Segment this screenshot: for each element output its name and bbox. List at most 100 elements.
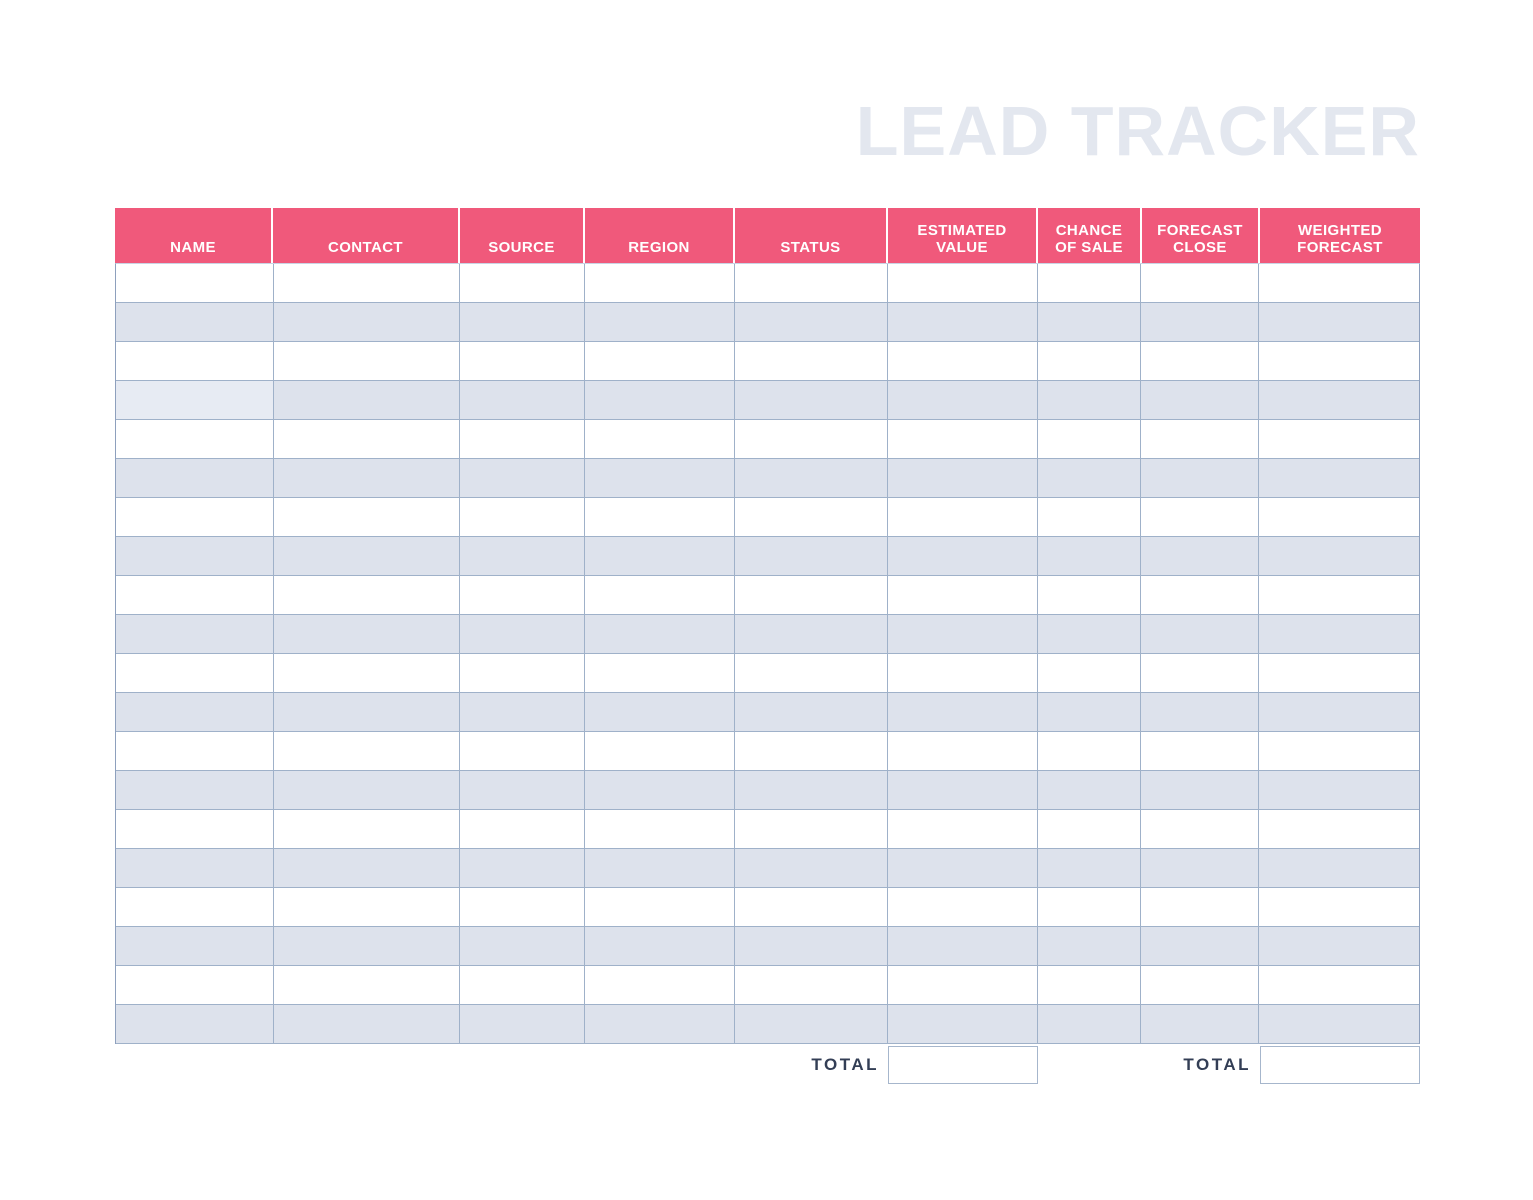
body-cell-r18c1[interactable]	[116, 927, 274, 966]
body-cell-r9c6[interactable]	[887, 576, 1038, 615]
body-cell-r1c5[interactable]	[735, 264, 888, 303]
weighted-forecast-total-box[interactable]	[1260, 1046, 1420, 1084]
body-cell-r9c1[interactable]	[116, 576, 274, 615]
body-cell-r19c9[interactable]	[1259, 966, 1419, 1005]
body-cell-r3c9[interactable]	[1259, 342, 1419, 381]
body-cell-r11c1[interactable]	[116, 654, 274, 693]
body-cell-r19c4[interactable]	[585, 966, 736, 1005]
body-cell-r9c3[interactable]	[460, 576, 586, 615]
body-cell-r13c4[interactable]	[585, 732, 736, 771]
body-cell-r13c5[interactable]	[735, 732, 888, 771]
body-cell-r6c2[interactable]	[273, 459, 461, 498]
body-cell-r6c8[interactable]	[1141, 459, 1260, 498]
body-cell-r17c2[interactable]	[273, 888, 461, 927]
body-cell-r14c3[interactable]	[460, 771, 586, 810]
body-cell-r11c4[interactable]	[585, 654, 736, 693]
body-cell-r4c6[interactable]	[887, 381, 1038, 420]
body-cell-r7c2[interactable]	[273, 498, 461, 537]
body-cell-r14c4[interactable]	[585, 771, 736, 810]
body-cell-r18c5[interactable]	[735, 927, 888, 966]
body-cell-r20c7[interactable]	[1037, 1005, 1142, 1044]
body-cell-r6c6[interactable]	[887, 459, 1038, 498]
body-cell-r16c2[interactable]	[273, 849, 461, 888]
body-cell-r20c6[interactable]	[887, 1005, 1038, 1044]
body-cell-r19c6[interactable]	[887, 966, 1038, 1005]
body-cell-r1c7[interactable]	[1037, 264, 1142, 303]
body-cell-r14c6[interactable]	[887, 771, 1038, 810]
body-cell-r17c4[interactable]	[585, 888, 736, 927]
body-cell-r6c3[interactable]	[460, 459, 586, 498]
body-cell-r10c3[interactable]	[460, 615, 586, 654]
body-cell-r8c7[interactable]	[1037, 537, 1142, 576]
body-cell-r11c3[interactable]	[460, 654, 586, 693]
body-cell-r4c4[interactable]	[585, 381, 736, 420]
body-cell-r11c7[interactable]	[1037, 654, 1142, 693]
body-cell-r13c6[interactable]	[887, 732, 1038, 771]
body-cell-r12c2[interactable]	[273, 693, 461, 732]
body-cell-r5c9[interactable]	[1259, 420, 1419, 459]
body-cell-r5c3[interactable]	[460, 420, 586, 459]
body-cell-r2c1[interactable]	[116, 303, 274, 342]
body-cell-r9c5[interactable]	[735, 576, 888, 615]
body-cell-r3c2[interactable]	[273, 342, 461, 381]
body-cell-r16c4[interactable]	[585, 849, 736, 888]
body-cell-r8c9[interactable]	[1259, 537, 1419, 576]
body-cell-r4c3[interactable]	[460, 381, 586, 420]
body-cell-r9c4[interactable]	[585, 576, 736, 615]
body-cell-r3c4[interactable]	[585, 342, 736, 381]
body-cell-r5c1[interactable]	[116, 420, 274, 459]
body-cell-r7c4[interactable]	[585, 498, 736, 537]
body-cell-r11c8[interactable]	[1141, 654, 1260, 693]
body-cell-r5c2[interactable]	[273, 420, 461, 459]
body-cell-r4c7[interactable]	[1037, 381, 1142, 420]
body-cell-r20c1[interactable]	[116, 1005, 274, 1044]
body-cell-r19c2[interactable]	[273, 966, 461, 1005]
body-cell-r5c5[interactable]	[735, 420, 888, 459]
body-cell-r18c8[interactable]	[1141, 927, 1260, 966]
body-cell-r2c8[interactable]	[1141, 303, 1260, 342]
body-cell-r20c8[interactable]	[1141, 1005, 1260, 1044]
body-cell-r13c3[interactable]	[460, 732, 586, 771]
body-cell-r2c9[interactable]	[1259, 303, 1419, 342]
body-cell-r14c5[interactable]	[735, 771, 888, 810]
body-cell-r1c1[interactable]	[116, 264, 274, 303]
body-cell-r7c7[interactable]	[1037, 498, 1142, 537]
body-cell-r1c2[interactable]	[273, 264, 461, 303]
body-cell-r11c6[interactable]	[887, 654, 1038, 693]
body-cell-r8c4[interactable]	[585, 537, 736, 576]
body-cell-r20c2[interactable]	[273, 1005, 461, 1044]
body-cell-r13c8[interactable]	[1141, 732, 1260, 771]
body-cell-r3c7[interactable]	[1037, 342, 1142, 381]
body-cell-r15c3[interactable]	[460, 810, 586, 849]
body-cell-r5c4[interactable]	[585, 420, 736, 459]
body-cell-r14c1[interactable]	[116, 771, 274, 810]
body-cell-r12c7[interactable]	[1037, 693, 1142, 732]
body-cell-r16c9[interactable]	[1259, 849, 1419, 888]
body-cell-r11c9[interactable]	[1259, 654, 1419, 693]
body-cell-r15c7[interactable]	[1037, 810, 1142, 849]
body-cell-r8c1[interactable]	[116, 537, 274, 576]
body-cell-r7c6[interactable]	[887, 498, 1038, 537]
body-cell-r1c8[interactable]	[1141, 264, 1260, 303]
body-cell-r4c1[interactable]	[116, 381, 274, 420]
body-cell-r7c8[interactable]	[1141, 498, 1260, 537]
body-cell-r15c9[interactable]	[1259, 810, 1419, 849]
body-cell-r17c8[interactable]	[1141, 888, 1260, 927]
body-cell-r1c4[interactable]	[585, 264, 736, 303]
body-cell-r8c8[interactable]	[1141, 537, 1260, 576]
body-cell-r2c7[interactable]	[1037, 303, 1142, 342]
body-cell-r18c6[interactable]	[887, 927, 1038, 966]
body-cell-r1c9[interactable]	[1259, 264, 1419, 303]
body-cell-r17c5[interactable]	[735, 888, 888, 927]
body-cell-r13c9[interactable]	[1259, 732, 1419, 771]
body-cell-r10c8[interactable]	[1141, 615, 1260, 654]
body-cell-r18c3[interactable]	[460, 927, 586, 966]
body-cell-r1c3[interactable]	[460, 264, 586, 303]
body-cell-r15c1[interactable]	[116, 810, 274, 849]
body-cell-r16c7[interactable]	[1037, 849, 1142, 888]
body-cell-r17c6[interactable]	[887, 888, 1038, 927]
body-cell-r16c6[interactable]	[887, 849, 1038, 888]
body-cell-r2c5[interactable]	[735, 303, 888, 342]
body-cell-r2c2[interactable]	[273, 303, 461, 342]
body-cell-r6c1[interactable]	[116, 459, 274, 498]
